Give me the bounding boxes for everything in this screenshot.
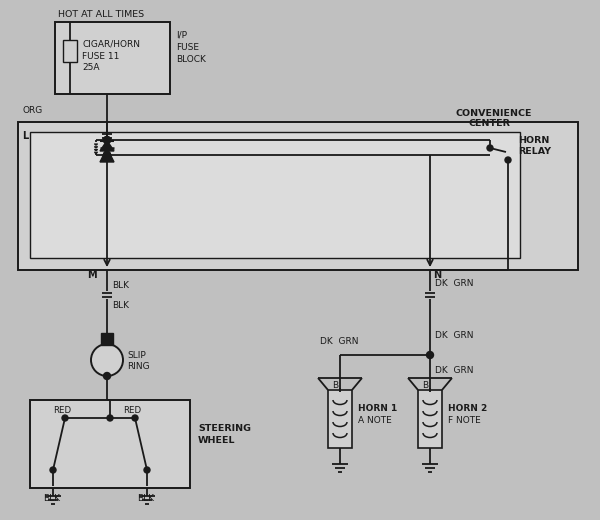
Text: BLK: BLK <box>112 280 129 290</box>
Circle shape <box>104 151 110 159</box>
Text: A NOTE: A NOTE <box>358 415 392 424</box>
Text: BLK: BLK <box>43 493 60 502</box>
Circle shape <box>132 415 138 421</box>
Bar <box>63 40 77 62</box>
Bar <box>30 400 190 488</box>
Circle shape <box>505 157 511 163</box>
Circle shape <box>144 467 150 473</box>
Text: DK  GRN: DK GRN <box>435 366 473 374</box>
Text: I/P: I/P <box>176 31 187 40</box>
Circle shape <box>107 415 113 421</box>
Circle shape <box>427 352 434 358</box>
Text: ORG: ORG <box>22 106 42 114</box>
Circle shape <box>104 137 110 144</box>
Text: B: B <box>422 381 428 389</box>
Circle shape <box>104 151 110 159</box>
Text: M: M <box>87 270 97 280</box>
Text: DK  GRN: DK GRN <box>435 331 473 340</box>
Text: CIGAR/HORN: CIGAR/HORN <box>82 40 140 48</box>
Text: CONVENIENCE: CONVENIENCE <box>455 109 532 118</box>
Text: HORN 1: HORN 1 <box>358 404 397 412</box>
Text: DK  GRN: DK GRN <box>320 336 359 345</box>
Text: WHEEL: WHEEL <box>198 436 236 445</box>
Text: HORN 2: HORN 2 <box>448 404 487 412</box>
Text: 25A: 25A <box>82 62 100 72</box>
Circle shape <box>50 467 56 473</box>
Circle shape <box>104 372 110 380</box>
Text: N: N <box>433 270 441 280</box>
Text: FUSE: FUSE <box>176 43 199 51</box>
Text: BLOCK: BLOCK <box>176 55 206 63</box>
Text: DK  GRN: DK GRN <box>435 279 473 288</box>
Text: RED: RED <box>53 406 71 414</box>
Text: HOT AT ALL TIMES: HOT AT ALL TIMES <box>58 9 144 19</box>
Bar <box>55 22 170 94</box>
Text: STEERING: STEERING <box>198 423 251 433</box>
Bar <box>18 122 578 270</box>
Polygon shape <box>100 140 114 151</box>
Text: RED: RED <box>123 406 141 414</box>
Text: RING: RING <box>127 361 149 371</box>
Bar <box>328 390 352 448</box>
Text: BLK: BLK <box>112 301 129 309</box>
Text: CENTER: CENTER <box>468 119 510 127</box>
Circle shape <box>487 145 493 151</box>
Circle shape <box>62 415 68 421</box>
Text: SLIP: SLIP <box>127 350 146 359</box>
Text: FUSE 11: FUSE 11 <box>82 51 119 60</box>
Text: L: L <box>22 131 28 141</box>
Text: HORN: HORN <box>518 136 550 145</box>
Text: RELAY: RELAY <box>518 147 551 155</box>
Circle shape <box>91 344 123 376</box>
Polygon shape <box>100 148 114 162</box>
Circle shape <box>104 137 110 144</box>
Bar <box>30 132 520 258</box>
Text: F NOTE: F NOTE <box>448 415 481 424</box>
Text: BLK: BLK <box>137 493 154 502</box>
Text: B: B <box>332 381 338 389</box>
Bar <box>418 390 442 448</box>
Bar <box>101 333 113 345</box>
